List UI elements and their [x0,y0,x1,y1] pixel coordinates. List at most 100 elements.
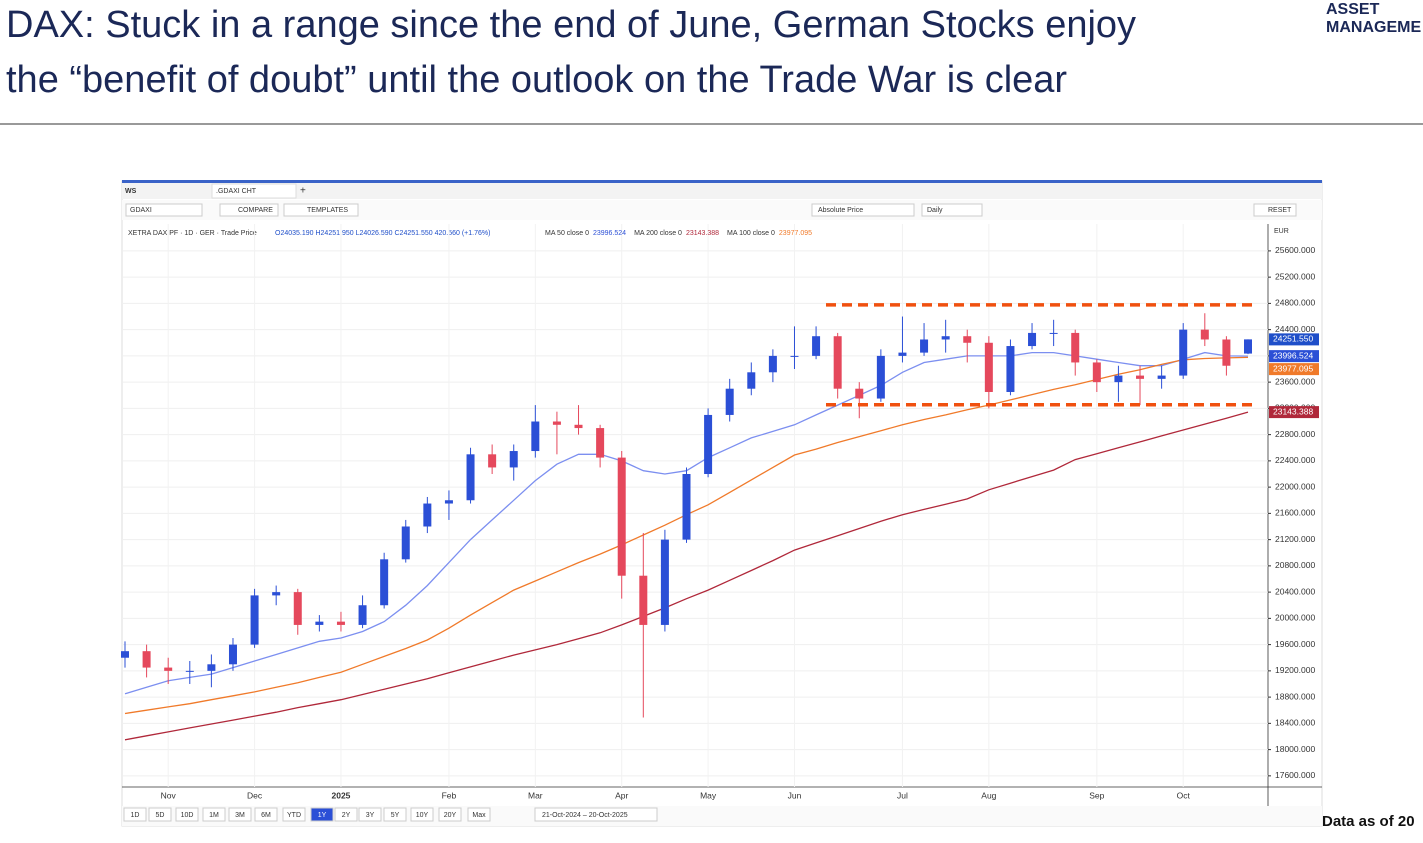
y-tick-label: 18800.000 [1275,691,1315,701]
tab-label: .GDAXI CHT [216,188,257,195]
price-tag [1269,350,1319,363]
y-tick-label: 21600.000 [1275,508,1315,518]
candle-body [1222,339,1231,366]
candle-body [423,503,432,527]
x-tick-label: 2025 [332,790,351,800]
price-tag-label: 23977.095 [1273,363,1313,373]
x-tick-label: Aug [981,790,996,800]
y-tick-label: 22800.000 [1275,429,1315,439]
candle-body [747,372,756,389]
y-tick-label: 18000.000 [1275,744,1315,754]
plot [121,224,1268,787]
legend-name: MA 100 close 0 [727,230,775,237]
period-label: 6M [261,812,271,819]
period-button[interactable] [467,807,491,822]
candle-body [380,559,389,606]
period-button[interactable] [148,807,172,822]
templates-button[interactable] [283,203,359,217]
period-button[interactable] [310,807,334,822]
price-tag-label: 24251.550 [1273,334,1313,344]
candle-body [920,339,929,353]
period-button[interactable] [334,807,358,822]
period-button[interactable] [383,807,407,822]
y-tick-label: 25200.000 [1275,271,1315,281]
period-label: 5D [156,812,165,819]
toolbar [122,200,1322,220]
candle-body [876,355,885,399]
legend-name: MA 50 close 0 [545,230,589,237]
period-button[interactable] [175,807,199,822]
period-label: 3M [235,812,245,819]
y-tick-label: 18400.000 [1275,718,1315,728]
period-button[interactable] [254,807,278,822]
candle-body [121,651,129,658]
date-range-box[interactable] [534,807,658,822]
candle-body [812,336,821,356]
symbol-input[interactable] [125,203,203,217]
x-tick-label: Mar [528,790,543,800]
legend-value: 23143.388 [686,230,719,237]
candle-body [552,421,561,425]
window-frame [121,180,1323,827]
footer-note: Data as of 20 [1322,813,1415,830]
candle-body [1028,332,1037,347]
date-range: 21-Oct-2024 – 20-Oct-2025 [542,812,628,819]
y-tick-label: 19600.000 [1275,639,1315,649]
candle-body [207,664,216,671]
candle-body [660,539,669,625]
candle-body [401,526,410,560]
y-tick-label: 20800.000 [1275,560,1315,570]
price-mode: Absolute Price [818,207,863,214]
candle-body [596,428,605,458]
period-button[interactable] [123,807,147,822]
x-tick-label: Jul [897,790,908,800]
y-tick-label: 20400.000 [1275,586,1315,596]
price-mode-select[interactable] [811,203,915,217]
interval-select[interactable] [921,203,983,217]
period-button[interactable] [358,807,382,822]
candle-body [790,355,799,357]
tab[interactable] [211,183,297,199]
period-label: 1M [209,812,219,819]
candle-body [855,388,864,399]
y-tick-label: 20000.000 [1275,613,1315,623]
logo-text: ASSET [1326,1,1380,18]
price-tag-label: 23143.388 [1273,406,1313,416]
candle-body [488,454,497,468]
candle-body [142,651,151,668]
candle-body [574,424,583,429]
period-button[interactable] [282,807,306,822]
y-tick-label: 24400.000 [1275,324,1315,334]
price-tag [1269,406,1319,419]
candle-body [509,451,518,468]
period-button[interactable] [438,807,462,822]
interval: Daily [927,207,943,214]
add-tab[interactable]: + [300,186,306,197]
candle-body [941,336,950,340]
quote-ohlc: O24035.190 H24251.950 L24026.590 C24251.… [275,230,490,237]
x-tick-label: Nov [161,790,177,800]
tab-prefix: WS [125,188,137,195]
period-button[interactable] [410,807,434,822]
candle-body [1006,346,1015,392]
candle-body [1071,332,1080,363]
price-tag [1269,333,1319,346]
ma-line [124,411,1249,741]
x-tick-label: Sep [1089,790,1104,800]
y-tick-label: 22400.000 [1275,455,1315,465]
candle-body [682,474,691,540]
reset-button[interactable] [1253,203,1297,217]
x-tick-label: Dec [247,790,263,800]
legend-name: MA 200 close 0 [634,230,682,237]
y-tick-label: 23600.000 [1275,376,1315,386]
candle-body [704,414,713,475]
candle-body [1179,329,1188,376]
period-button[interactable] [202,807,226,822]
candle-body [336,621,345,625]
logo-text: MANAGEME [1326,19,1421,36]
period-button[interactable] [228,807,252,822]
compare-label: COMPARE [238,207,273,214]
candle-body [293,592,302,625]
compare-button[interactable] [219,203,279,217]
title-line: DAX: Stuck in a range since the end of J… [6,4,1136,46]
